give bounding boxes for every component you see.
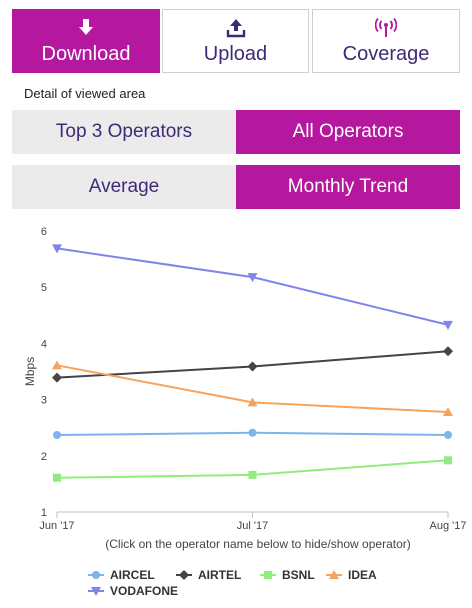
y-tick-label: 4: [41, 338, 47, 350]
view-toggle: Average Monthly Trend: [12, 165, 460, 209]
data-point-aircel: [248, 428, 257, 437]
x-tick-label: Aug '17: [430, 520, 467, 532]
series-vodafone: [52, 244, 453, 330]
data-point-vodafone: [443, 320, 453, 330]
y-tick-label: 2: [41, 451, 47, 463]
legend-symbol-airtel: [176, 570, 192, 580]
legend-marker-bsnl: [264, 571, 272, 579]
legend-item-vodafone[interactable]: VODAFONE: [88, 584, 178, 598]
tab-download[interactable]: Download: [12, 9, 160, 73]
series-bsnl: [53, 456, 452, 482]
series-aircel: [53, 428, 452, 440]
legend-item-aircel[interactable]: AIRCEL: [88, 568, 155, 582]
tab-upload[interactable]: Upload: [162, 9, 309, 73]
series-airtel: [52, 346, 453, 383]
data-point-vodafone: [52, 244, 62, 254]
x-tick-label: Jun '17: [39, 520, 74, 532]
y-tick-label: 6: [41, 226, 47, 238]
legend-symbol-idea: [326, 570, 342, 579]
monthly-trend-button[interactable]: Monthly Trend: [236, 165, 460, 209]
all-operators-button[interactable]: All Operators: [236, 110, 460, 154]
data-point-bsnl: [444, 456, 452, 465]
upload-icon: [226, 17, 246, 39]
tab-download-label: Download: [41, 43, 131, 65]
legend-symbol-vodafone: [88, 587, 104, 596]
data-point-idea: [247, 397, 258, 407]
series-line-vodafone: [56, 247, 449, 326]
legend-label: IDEA: [348, 568, 377, 582]
data-point-idea: [443, 406, 453, 416]
top-3-operators-button[interactable]: Top 3 Operators: [12, 110, 236, 154]
chart-axes: 1 2 3 4 5 6 Jun '17 Jul '17 Aug '17: [39, 226, 466, 532]
y-tick-label: 3: [41, 395, 47, 407]
data-point-airtel: [247, 361, 258, 372]
detail-label: Detail of viewed area: [24, 86, 146, 101]
tab-coverage-label: Coverage: [342, 43, 430, 65]
average-button[interactable]: Average: [12, 165, 236, 209]
chart-series: [52, 244, 453, 482]
signal-icon: [375, 17, 397, 39]
metric-tabs: Download Upload Coverage: [12, 9, 460, 73]
legend-marker-aircel: [92, 571, 100, 579]
tab-coverage[interactable]: Coverage: [312, 9, 460, 73]
y-tick-label: 1: [41, 507, 47, 519]
series-idea: [52, 360, 453, 416]
legend-label: BSNL: [282, 568, 315, 582]
data-point-airtel: [52, 372, 62, 383]
download-icon: [79, 17, 93, 39]
legend-item-idea[interactable]: IDEA: [326, 568, 377, 582]
legend-label: AIRTEL: [198, 568, 242, 582]
y-axis-label: Mbps: [23, 357, 37, 386]
y-tick-label: 5: [41, 282, 47, 294]
chart-hint: (Click on the operator name below to hid…: [105, 537, 411, 551]
data-point-vodafone: [247, 273, 258, 283]
data-point-aircel: [53, 431, 61, 440]
data-point-bsnl: [248, 470, 257, 479]
legend-label: AIRCEL: [110, 568, 155, 582]
legend-item-bsnl[interactable]: BSNL: [260, 568, 315, 582]
legend-label: VODAFONE: [110, 584, 179, 598]
data-point-airtel: [443, 346, 453, 357]
x-tick-label: Jul '17: [237, 520, 268, 532]
legend-marker-vodafone: [91, 587, 101, 596]
legend-marker-airtel: [179, 570, 189, 580]
data-point-bsnl: [53, 473, 61, 482]
tab-upload-label: Upload: [203, 43, 268, 65]
legend-symbol-aircel: [88, 571, 104, 579]
data-point-idea: [52, 360, 62, 370]
data-point-aircel: [444, 431, 452, 440]
operator-toggle: Top 3 Operators All Operators: [12, 110, 460, 154]
legend-item-airtel[interactable]: AIRTEL: [176, 568, 241, 582]
legend-marker-idea: [329, 570, 339, 579]
speed-trend-chart: 1 2 3 4 5 6 Jun '17 Jul '17 Aug '17 Mbps (Click …: [23, 226, 466, 551]
legend-symbol-bsnl: [260, 571, 276, 579]
